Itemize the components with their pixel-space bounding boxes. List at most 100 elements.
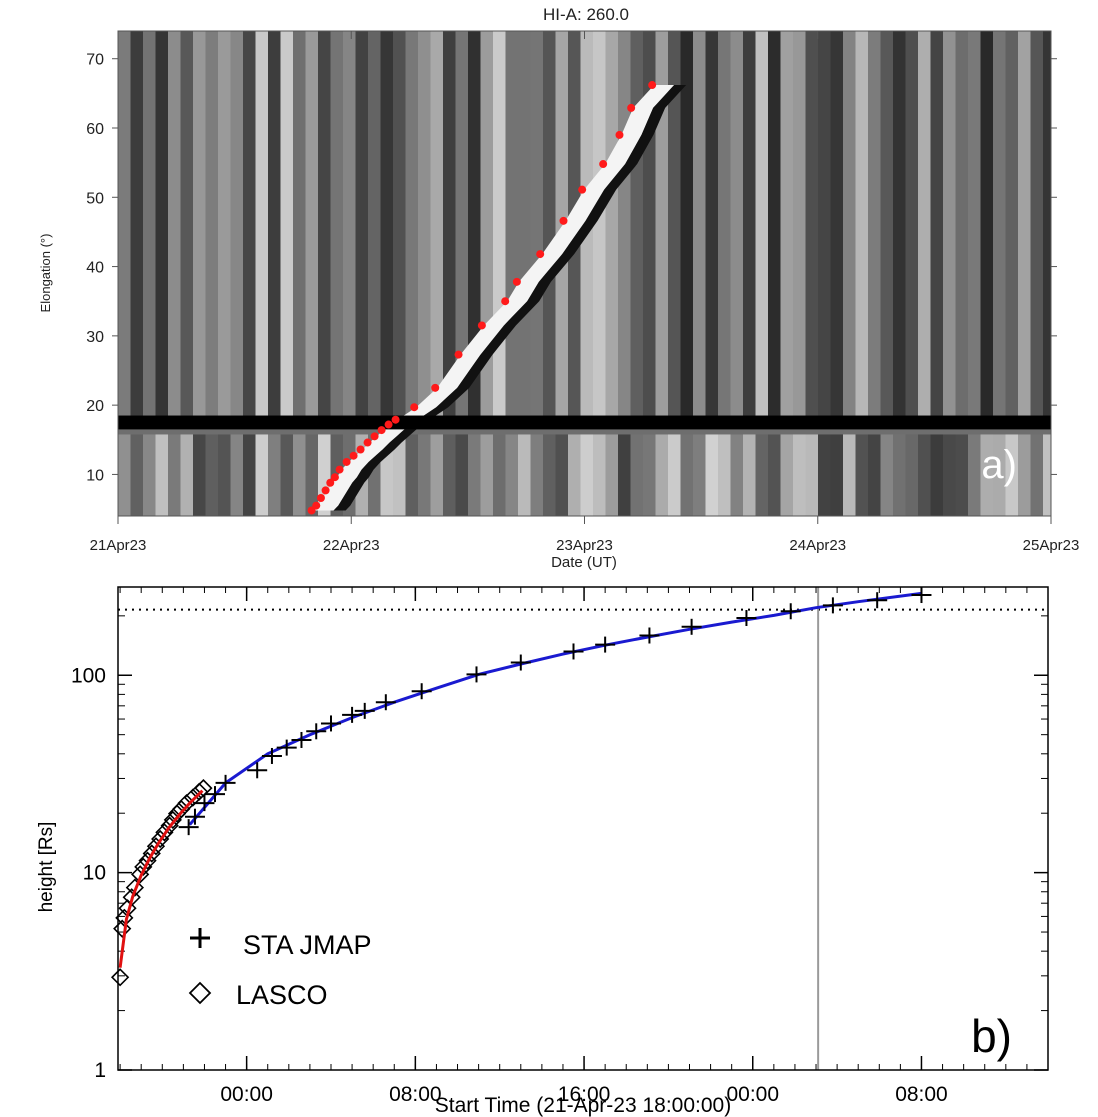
jmap-point [867, 592, 888, 609]
jmap-column [280, 31, 293, 423]
jmap-column-lower [893, 434, 906, 516]
jmap-column-lower [805, 434, 818, 516]
jmap-column-lower [943, 434, 956, 516]
y-tick-label: 30 [86, 329, 104, 346]
jmap-column-lower [130, 434, 143, 516]
chart-a-ticks: 21Apr23 22Apr23 23Apr23 24Apr23 25Apr23 10 20 3… [86, 31, 1079, 554]
track-point [536, 250, 545, 259]
jmap-column-lower [1043, 434, 1051, 516]
jmap-column-lower [443, 434, 456, 516]
track-point [384, 420, 393, 429]
jmap-column-lower [480, 434, 493, 516]
jmap-column [668, 31, 681, 423]
jmap-column [730, 31, 743, 423]
chart-b-x-axis-label: Start Time (21-Apr-23 18:00:00) [435, 1094, 731, 1117]
y-tick-label: 50 [86, 190, 104, 207]
x-tick-label: 23Apr23 [556, 537, 613, 554]
track-point [370, 432, 379, 441]
jmap-column-lower [193, 434, 206, 516]
jmap-column [618, 31, 631, 423]
jmap-column [530, 31, 543, 423]
jmap-column-lower [1030, 434, 1043, 516]
jmap-point [261, 747, 282, 764]
jmap-column [118, 31, 131, 423]
jmap-point [306, 723, 327, 740]
jmap-column-lower [668, 434, 681, 516]
x-tick-label: 00:00 [220, 1083, 273, 1106]
jmap-column [205, 31, 218, 423]
jmap-column [368, 31, 381, 423]
jmap-column [968, 31, 981, 423]
jmap-column [230, 31, 243, 423]
jmap-column [868, 31, 881, 423]
jmap-point [563, 643, 584, 660]
y-tick-label: 10 [86, 467, 104, 484]
y-tick-label: 10 [83, 862, 106, 885]
jmap-column [755, 31, 768, 423]
jmap-column [455, 31, 468, 423]
jmap-column-lower [880, 434, 893, 516]
jmap-point [911, 587, 932, 604]
y-tick-label: 60 [86, 121, 104, 138]
jmap-column-lower [718, 434, 731, 516]
jmap-column [493, 31, 506, 423]
jmap-column-lower [430, 434, 443, 516]
jmap-column [293, 31, 306, 423]
track-points [307, 81, 657, 515]
jmap-point [639, 627, 660, 644]
jmap-column-lower [843, 434, 856, 516]
jmap-column [155, 31, 168, 423]
track-point [477, 321, 486, 330]
jmap-column-lower [393, 434, 406, 516]
jmap-point [595, 636, 616, 653]
track-point [363, 438, 372, 447]
x-tick-label: 08:00 [895, 1083, 948, 1106]
jmap-column [855, 31, 868, 423]
jmap-column-lower [1018, 434, 1031, 516]
jmap-column-lower [618, 434, 631, 516]
jmap-point [780, 603, 801, 620]
jmap-column-lower [293, 434, 306, 516]
jmap-column [955, 31, 968, 423]
lasco-point [110, 968, 130, 987]
jmap-column [605, 31, 618, 423]
y-tick-label: 1 [94, 1059, 106, 1082]
jmap-column [268, 31, 281, 423]
jmap-column [630, 31, 643, 423]
jmap-point [681, 618, 702, 635]
jmap-column-lower [930, 434, 943, 516]
track-point [454, 350, 463, 359]
jmap-column [980, 31, 993, 423]
jmap-column-lower [493, 434, 506, 516]
jmap-point [276, 739, 297, 756]
jmap-image [118, 31, 1051, 516]
lasco-point [194, 778, 213, 798]
jmap-point [194, 795, 215, 812]
jmap-column [680, 31, 693, 423]
jmap-column [943, 31, 956, 423]
jmap-column [418, 31, 431, 423]
jmap-column-lower [305, 434, 318, 516]
track-point [578, 185, 587, 194]
jmap-point [822, 597, 843, 614]
jmap-point [215, 774, 236, 791]
jmap-column-lower [655, 434, 668, 516]
jmap-column-lower [230, 434, 243, 516]
x-tick-label: 16:00 [558, 1083, 611, 1106]
jmap-column [918, 31, 931, 423]
jmap-column [880, 31, 893, 423]
jmap-column-lower [955, 434, 968, 516]
jmap-column-lower [268, 434, 281, 516]
cme-dark-trail [333, 85, 687, 511]
chart-b-data-marks [110, 587, 932, 987]
jmap-column [593, 31, 606, 423]
track-point [559, 216, 568, 225]
jmap-point [736, 610, 757, 627]
jmap-column-lower [643, 434, 656, 516]
jmap-column [143, 31, 156, 423]
jmap-column-lower [680, 434, 693, 516]
jmap-column-lower [168, 434, 181, 516]
jmap-point [205, 786, 226, 803]
jmap-point [510, 654, 531, 671]
track-point [648, 81, 657, 90]
